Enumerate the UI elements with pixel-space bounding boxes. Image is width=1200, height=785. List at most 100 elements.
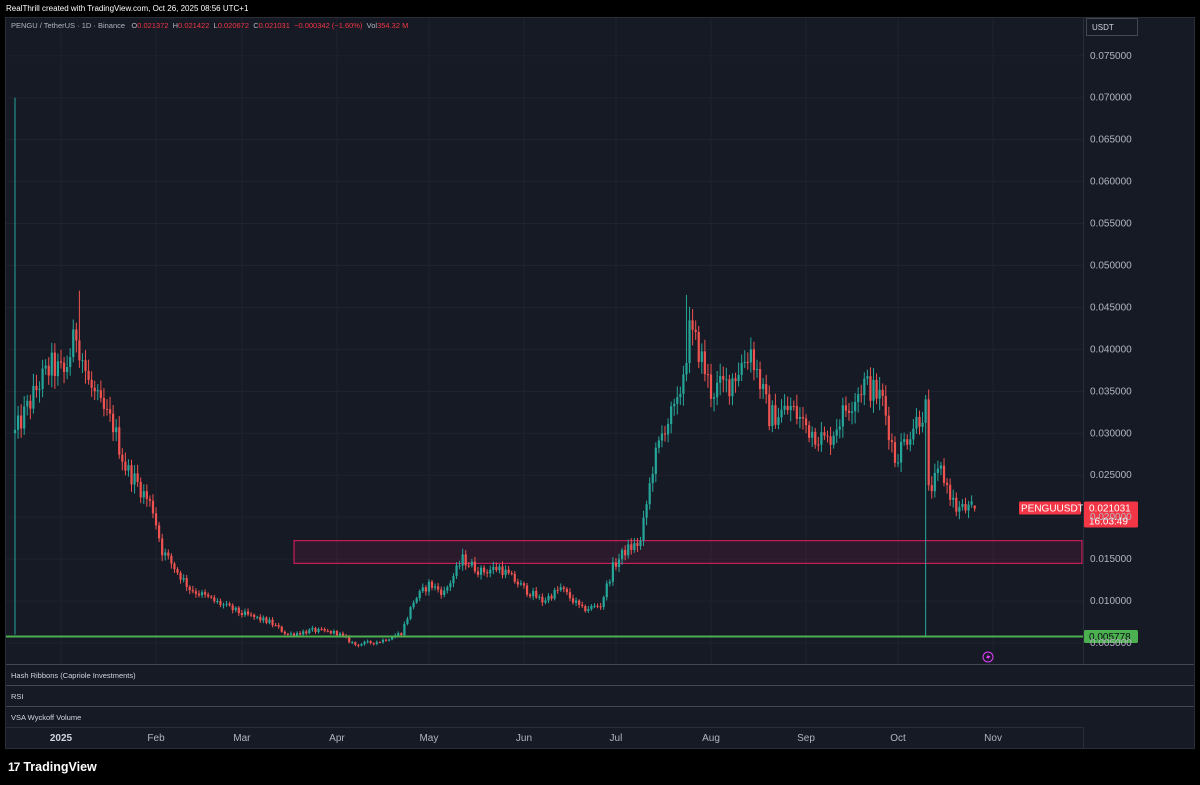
legend-open-label: O [131,21,138,30]
candle-body [746,361,749,363]
currency-button[interactable]: USDT [1086,18,1138,36]
candle-body [679,394,682,398]
candle-down [893,436,897,468]
candle-body [510,573,513,575]
candle-down [305,629,308,635]
candle-up [679,386,682,405]
candle-down [596,603,599,609]
candle-body [936,468,939,473]
candle-body [639,540,642,546]
candle-body [277,625,280,627]
candle-up [642,510,645,547]
candle-down [274,622,277,627]
candle-up [234,606,237,613]
candle-down [90,371,93,397]
candle-up [670,401,673,434]
candle-down [722,366,725,393]
candle-body [896,462,900,464]
candle-down [823,426,826,440]
candle-body [200,592,204,596]
candle-body [467,565,470,567]
candle-up [492,561,495,575]
candle-body [56,361,60,377]
candle-body [728,379,731,397]
candle-up [458,560,461,570]
y-tick-label: 0.040000 [1090,344,1132,355]
candle-body [762,384,765,390]
candle-body [691,320,694,330]
candle-down [139,477,142,504]
candle-down [105,399,109,416]
candle-up [415,596,418,604]
candle-down [320,627,323,631]
candle-body [256,616,259,618]
candle-body [719,376,722,383]
candle-down [703,339,706,382]
candle-up [731,373,734,406]
candle-body [697,332,700,362]
candle-body [197,593,201,596]
candle-body [308,629,311,634]
candle-body [596,605,599,607]
candle-body [41,368,44,389]
candle-down [624,545,627,561]
candle-down [501,561,504,579]
candle-down [231,603,234,614]
candle-body [437,586,440,590]
candle-down [801,406,805,430]
candle-body [559,587,562,591]
candle-down [84,350,87,384]
candle-up [81,353,84,374]
candle-body [835,429,838,436]
rsi-label: RSI [11,692,24,701]
hash-ribbons-panel[interactable]: Hash Ribbons (Capriole Investments) [6,664,1194,685]
candle-body [75,329,78,341]
candle-up [958,501,961,520]
candle-body [421,587,424,592]
candle-body [391,637,394,640]
candle-body [274,625,277,627]
candle-body [369,641,372,644]
candle-down [283,630,286,636]
candle-down [709,363,713,408]
candle-body [866,376,869,379]
candle-body [375,642,378,644]
vsa-panel[interactable]: VSA Wyckoff Volume [6,706,1194,727]
candle-body [670,406,673,424]
candle-body [102,397,106,409]
candle-down [752,341,756,381]
x-tick-label: Nov [984,733,1002,744]
rsi-panel[interactable]: RSI [6,685,1194,706]
candle-body [455,565,458,577]
candle-down [259,614,262,623]
candle-body [452,576,455,584]
candle-down [473,556,477,574]
zone-rect [293,540,1083,564]
candle-up [789,397,792,422]
candle-up [811,426,814,447]
candle-up [366,639,369,644]
candle-body [918,416,921,427]
candle-up [302,629,305,636]
symbol-tag-text: PENGUUSDT [1021,504,1084,515]
candle-up [504,565,507,579]
candle-down [847,402,851,421]
candle-up [351,640,354,645]
candle-body [292,633,296,636]
lightning-icon[interactable] [982,651,994,663]
candle-up [311,625,314,632]
candle-up [863,372,866,406]
candle-up [574,597,578,606]
candle-body [222,604,225,606]
candle-down [556,586,559,594]
candle-body [768,394,771,427]
tradingview-brand[interactable]: 17 TradingView [8,760,97,774]
candle-body [605,583,608,598]
candle-body [740,363,743,375]
candle-body [403,623,406,636]
candle-body [360,644,363,646]
candle-body [286,633,289,635]
candle-up [409,605,412,621]
candle-body [210,596,213,598]
